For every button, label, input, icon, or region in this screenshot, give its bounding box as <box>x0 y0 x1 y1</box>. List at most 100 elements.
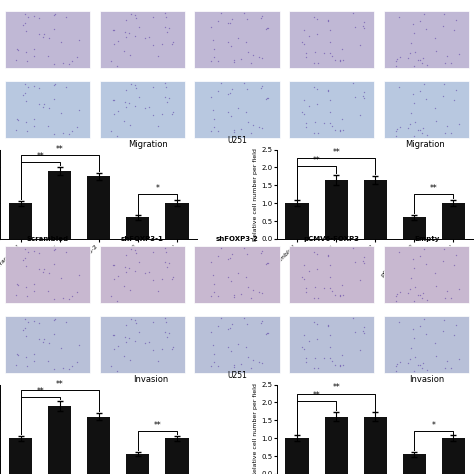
Bar <box>364 417 387 474</box>
Point <box>24 292 31 300</box>
Point <box>439 327 447 335</box>
Point <box>306 102 313 110</box>
Point <box>122 251 130 258</box>
Point <box>21 89 28 97</box>
Point <box>39 103 46 110</box>
Point <box>126 356 134 364</box>
Bar <box>194 81 280 138</box>
Point <box>410 20 417 27</box>
Point <box>35 14 42 22</box>
Bar <box>285 438 309 474</box>
Point <box>30 12 37 19</box>
Bar <box>5 81 90 138</box>
Point <box>356 111 364 118</box>
Point <box>419 124 427 132</box>
Point <box>107 57 115 64</box>
Point <box>146 338 153 346</box>
Point <box>12 126 19 133</box>
Point <box>224 108 231 116</box>
Point <box>326 119 334 127</box>
Point <box>263 95 270 102</box>
Point <box>66 295 73 303</box>
Point <box>122 16 130 24</box>
Point <box>24 128 31 135</box>
Bar <box>87 176 110 239</box>
Point <box>210 289 218 296</box>
Point <box>339 291 347 299</box>
Text: Migration: Migration <box>405 140 444 149</box>
Point <box>302 53 310 61</box>
Point <box>300 261 307 269</box>
Point <box>75 341 82 348</box>
Point <box>360 328 367 335</box>
Point <box>237 125 245 133</box>
Point <box>121 28 129 36</box>
Bar <box>165 203 189 239</box>
Point <box>395 249 403 256</box>
Point <box>406 355 414 363</box>
Point <box>135 93 142 101</box>
Point <box>50 26 58 33</box>
Point <box>314 85 321 92</box>
Point <box>418 294 426 302</box>
Point <box>25 14 32 21</box>
Point <box>452 321 459 328</box>
Point <box>113 62 120 70</box>
Point <box>442 129 449 137</box>
Point <box>264 329 271 337</box>
Point <box>361 18 368 26</box>
Text: shFOXP3-2: shFOXP3-2 <box>216 236 258 242</box>
Point <box>311 283 319 291</box>
Text: **: ** <box>332 383 340 392</box>
Point <box>263 260 270 267</box>
Point <box>338 116 346 123</box>
Point <box>158 275 166 283</box>
Point <box>163 28 170 36</box>
Point <box>30 317 37 325</box>
Point <box>24 363 31 370</box>
Point <box>125 264 133 272</box>
Point <box>324 253 332 260</box>
Point <box>356 276 364 283</box>
Point <box>339 126 347 133</box>
Point <box>360 94 368 102</box>
Point <box>456 286 463 293</box>
Point <box>210 359 218 366</box>
Point <box>331 127 339 134</box>
Point <box>50 96 58 103</box>
Point <box>68 127 75 135</box>
Text: *: * <box>155 184 159 193</box>
Point <box>324 252 332 259</box>
Point <box>50 130 57 137</box>
Point <box>113 367 120 375</box>
Bar <box>325 417 348 474</box>
Point <box>393 55 401 63</box>
Y-axis label: Relative cell number per field: Relative cell number per field <box>253 383 258 474</box>
Point <box>392 128 400 135</box>
Point <box>162 83 170 91</box>
Bar <box>285 203 309 239</box>
Point <box>407 344 415 352</box>
Point <box>162 23 169 30</box>
Point <box>210 54 218 61</box>
Point <box>14 281 22 289</box>
Point <box>456 51 463 58</box>
Point <box>452 86 459 94</box>
Point <box>326 354 334 362</box>
Point <box>337 56 344 64</box>
Point <box>258 247 266 255</box>
Point <box>20 326 27 333</box>
Bar <box>364 180 387 239</box>
Point <box>440 316 447 323</box>
Point <box>440 10 447 18</box>
Point <box>392 363 400 370</box>
Point <box>150 41 157 48</box>
Point <box>45 270 53 277</box>
Point <box>127 315 135 322</box>
Point <box>227 42 235 50</box>
Point <box>111 96 118 104</box>
Point <box>423 296 431 304</box>
Point <box>207 127 215 134</box>
Point <box>320 284 328 292</box>
Bar <box>384 81 469 138</box>
